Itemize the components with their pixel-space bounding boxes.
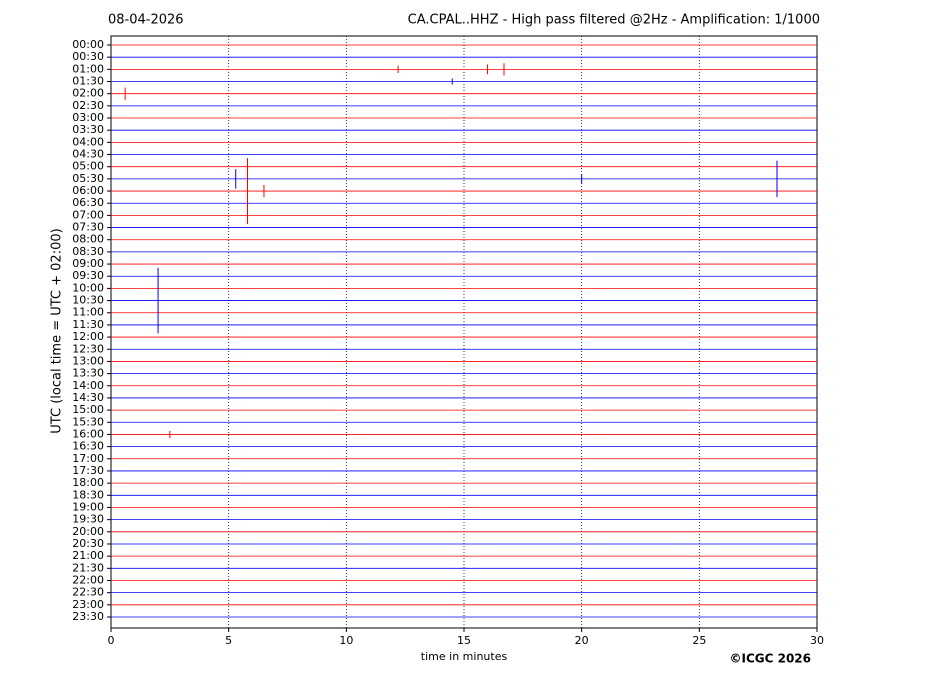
y-tick-label: 21:30 xyxy=(72,561,104,574)
y-tick-label: 20:30 xyxy=(72,537,104,550)
y-tick-label: 10:30 xyxy=(72,294,104,307)
y-tick-label: 22:30 xyxy=(72,586,104,599)
y-tick-label: 06:30 xyxy=(72,196,104,209)
y-tick-label: 06:00 xyxy=(72,184,104,197)
y-tick-label: 02:30 xyxy=(72,99,104,112)
y-tick-label: 00:30 xyxy=(72,50,104,63)
y-tick-label: 09:30 xyxy=(72,269,104,282)
date: 08-04-2026 xyxy=(108,13,184,28)
y-tick-label: 21:00 xyxy=(72,549,104,562)
y-tick-label: 18:00 xyxy=(72,476,104,489)
y-tick-label: 04:30 xyxy=(72,148,104,161)
y-tick-label: 07:30 xyxy=(72,221,104,234)
y-tick-label: 00:00 xyxy=(72,38,104,51)
y-tick-label: 15:00 xyxy=(72,403,104,416)
y-tick-label: 19:00 xyxy=(72,500,104,513)
x-tick-label: 10 xyxy=(339,634,353,647)
y-tick-label: 23:30 xyxy=(72,610,104,623)
x-tick-label: 15 xyxy=(457,634,471,647)
y-tick-label: 14:30 xyxy=(72,391,104,404)
y-tick-label: 05:30 xyxy=(72,172,104,185)
y-tick-label: 03:00 xyxy=(72,111,104,124)
y-tick-label: 01:00 xyxy=(72,62,104,75)
y-tick-label: 08:30 xyxy=(72,245,104,258)
x-tick-label: 5 xyxy=(225,634,232,647)
y-tick-label: 20:00 xyxy=(72,525,104,538)
x-axis-label: time in minutes xyxy=(421,650,508,663)
y-tick-label: 08:00 xyxy=(72,233,104,246)
y-tick-label: 11:30 xyxy=(72,318,104,331)
y-tick-label: 12:30 xyxy=(72,342,104,355)
y-tick-label: 07:00 xyxy=(72,208,104,221)
y-tick-label: 14:00 xyxy=(72,379,104,392)
y-tick-label: 17:00 xyxy=(72,452,104,465)
x-tick-label: 20 xyxy=(575,634,589,647)
y-tick-label: 10:00 xyxy=(72,281,104,294)
y-tick-label: 23:00 xyxy=(72,598,104,611)
chart-title: CA.CPAL..HHZ - High pass filtered @2Hz -… xyxy=(408,13,820,28)
y-tick-label: 19:30 xyxy=(72,513,104,526)
y-tick-label: 22:00 xyxy=(72,573,104,586)
y-tick-label: 16:00 xyxy=(72,427,104,440)
y-tick-label: 05:00 xyxy=(72,160,104,173)
y-tick-label: 13:30 xyxy=(72,367,104,380)
y-tick-label: 11:00 xyxy=(72,306,104,319)
y-tick-label: 17:30 xyxy=(72,464,104,477)
x-tick-label: 0 xyxy=(108,634,115,647)
y-tick-label: 18:30 xyxy=(72,488,104,501)
y-tick-label: 03:30 xyxy=(72,123,104,136)
plot-frame xyxy=(110,35,818,629)
y-tick-label: 13:00 xyxy=(72,354,104,367)
y-tick-label: 12:00 xyxy=(72,330,104,343)
y-tick-label: 04:00 xyxy=(72,135,104,148)
y-tick-label: 15:30 xyxy=(72,415,104,428)
y-tick-label: 01:30 xyxy=(72,75,104,88)
y-tick-label: 16:30 xyxy=(72,440,104,453)
y-tick-label: 09:00 xyxy=(72,257,104,270)
x-tick-label: 25 xyxy=(692,634,706,647)
x-tick-label: 30 xyxy=(810,634,824,647)
y-axis-label: UTC (local time = UTC + 02:00) xyxy=(50,228,65,433)
copyright: ©ICGC 2026 xyxy=(729,652,811,666)
y-tick-label: 02:00 xyxy=(72,87,104,100)
